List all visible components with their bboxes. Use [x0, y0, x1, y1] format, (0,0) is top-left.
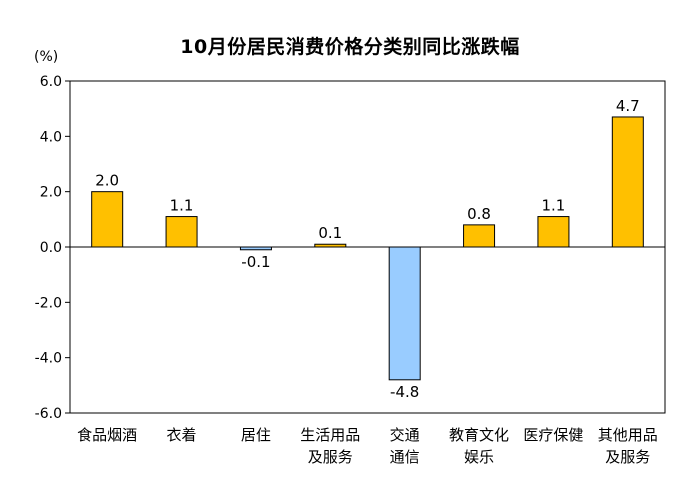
y-tick-label: 4.0: [40, 129, 62, 145]
category-label: 交通: [390, 426, 420, 444]
bar: [314, 243, 347, 248]
bar: [388, 246, 421, 381]
category-label: 食品烟酒: [77, 426, 137, 444]
bar: [537, 216, 570, 248]
data-label: -0.1: [241, 253, 270, 271]
data-label: 0.1: [318, 224, 342, 242]
bar: [463, 224, 496, 248]
data-label: 2.0: [95, 172, 119, 190]
y-tick-label: -6.0: [35, 406, 62, 422]
category-label: 娱乐: [464, 448, 494, 466]
data-label: -4.8: [390, 383, 419, 401]
bar: [611, 116, 644, 248]
category-label: 其他用品: [598, 426, 658, 444]
data-label: 1.1: [170, 197, 194, 215]
category-label: 居住: [241, 426, 271, 444]
category-label: 及服务: [308, 448, 353, 466]
y-tick-label: -4.0: [35, 351, 62, 367]
y-tick-label: 6.0: [40, 74, 62, 90]
data-label: 0.8: [467, 205, 491, 223]
category-label: 生活用品: [300, 426, 360, 444]
category-label: 衣着: [167, 426, 197, 444]
chart-title: 10月份居民消费价格分类别同比涨跌幅: [180, 36, 520, 58]
y-tick-label: 0.0: [40, 240, 62, 256]
bar: [91, 191, 124, 248]
category-label: 通信: [390, 448, 420, 466]
y-tick-label: 2.0: [40, 185, 62, 201]
y-axis-unit: (%): [34, 49, 59, 65]
category-label: 教育文化: [449, 426, 509, 444]
data-label: 4.7: [616, 97, 640, 115]
category-label: 及服务: [605, 448, 650, 466]
bar: [165, 216, 198, 248]
category-label: 医疗保健: [523, 426, 583, 444]
data-label: 1.1: [542, 197, 566, 215]
bar: [239, 246, 272, 251]
y-tick-label: -2.0: [35, 295, 62, 311]
